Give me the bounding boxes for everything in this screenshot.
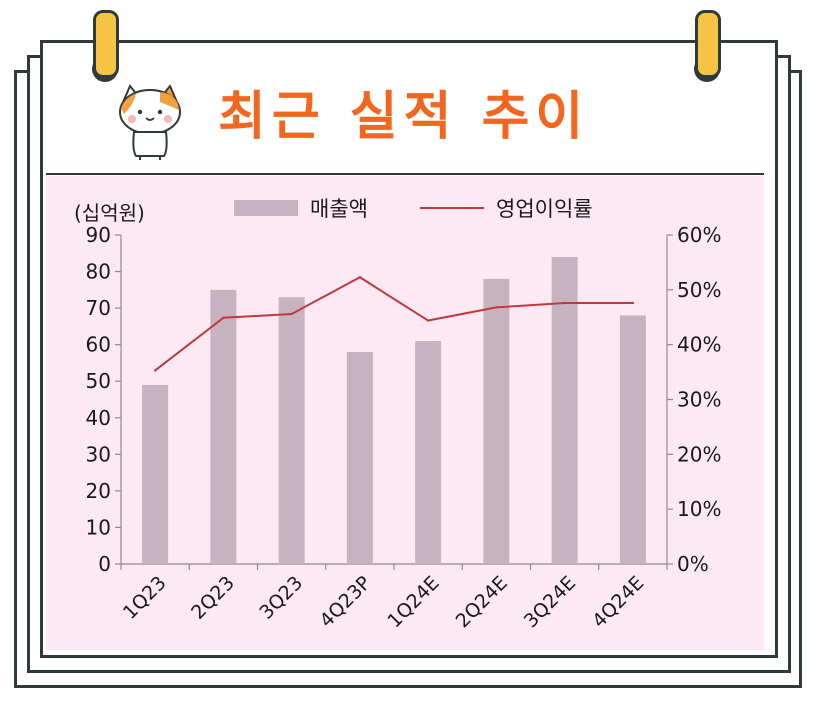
y-tick-label-right: 20% xyxy=(677,442,721,466)
binder-ring-left-icon xyxy=(93,10,119,78)
bar-1Q23 xyxy=(142,384,169,564)
bar-2Q24E xyxy=(483,278,510,564)
binder-ring-right-icon xyxy=(695,10,721,78)
y-tick-label-right: 50% xyxy=(677,278,721,302)
y-tick-label-left: 20 xyxy=(86,479,111,503)
margin-point-2Q24E xyxy=(495,306,498,309)
y-tick-label-right: 40% xyxy=(677,333,721,357)
bar-3Q24E xyxy=(551,256,578,564)
margin-line xyxy=(154,276,633,372)
x-tick-label: 2Q23 xyxy=(187,572,239,624)
margin-point-1Q24E xyxy=(426,319,430,322)
y-tick-label-left: 70 xyxy=(86,296,111,320)
y-tick-label-left: 80 xyxy=(86,260,111,284)
cat-mascot-icon xyxy=(119,84,181,160)
y-tick-label-right: 0% xyxy=(677,552,709,576)
y-tick-label-left: 30 xyxy=(86,442,111,466)
legend-swatch-bar xyxy=(234,200,298,216)
margin-point-4Q23P xyxy=(358,276,362,279)
y-tick-label-right: 30% xyxy=(677,388,721,412)
page-title: 최근 실적 추이 xyxy=(218,87,590,147)
title-divider xyxy=(46,173,764,175)
bar-4Q24E xyxy=(619,315,646,564)
x-tick-label: 1Q23 xyxy=(119,572,171,624)
bar-2Q23 xyxy=(210,289,237,564)
x-tick-label: 3Q24E xyxy=(520,572,580,632)
x-tick-label: 1Q24E xyxy=(383,572,443,632)
x-tick-label: 4Q24E xyxy=(588,572,648,632)
y-tick-label-left: 50 xyxy=(86,369,111,393)
margin-point-3Q23 xyxy=(290,312,293,316)
x-tick-label: 4Q23P xyxy=(316,572,376,632)
y-tick-label-left: 10 xyxy=(86,515,111,539)
x-tick-label: 2Q24E xyxy=(452,572,512,632)
margin-point-2Q23 xyxy=(222,316,225,319)
y-tick-label-left: 0 xyxy=(98,552,111,576)
bar-1Q24E xyxy=(415,341,442,564)
margin-point-1Q23 xyxy=(153,369,157,372)
x-tick-label: 3Q23 xyxy=(255,572,307,624)
revenue-margin-chart: 0 10 20 30 40 50 60 70 80 90 0% 10% 20% 30% 40% 50% 60% 1… xyxy=(74,197,721,632)
legend-label-bar: 매출액 xyxy=(310,197,368,221)
bar-3Q23 xyxy=(278,297,305,564)
y-tick-label-left: 40 xyxy=(86,406,111,430)
bar-4Q23P xyxy=(346,351,373,564)
chart-panel: 0 10 20 30 40 50 60 70 80 90 0% 10% 20% 30% 40% 50% 60% 1… xyxy=(46,176,764,650)
y-axis-label: (십억원) xyxy=(74,201,145,225)
y-tick-label-left: 90 xyxy=(86,223,111,247)
legend-label-line: 영업이익률 xyxy=(496,197,593,221)
y-tick-label-right: 10% xyxy=(677,497,721,521)
y-tick-label-left: 60 xyxy=(86,333,111,357)
margin-point-3Q24E xyxy=(563,301,566,305)
y-tick-label-right: 60% xyxy=(677,223,721,247)
margin-point-4Q24E xyxy=(631,301,635,305)
